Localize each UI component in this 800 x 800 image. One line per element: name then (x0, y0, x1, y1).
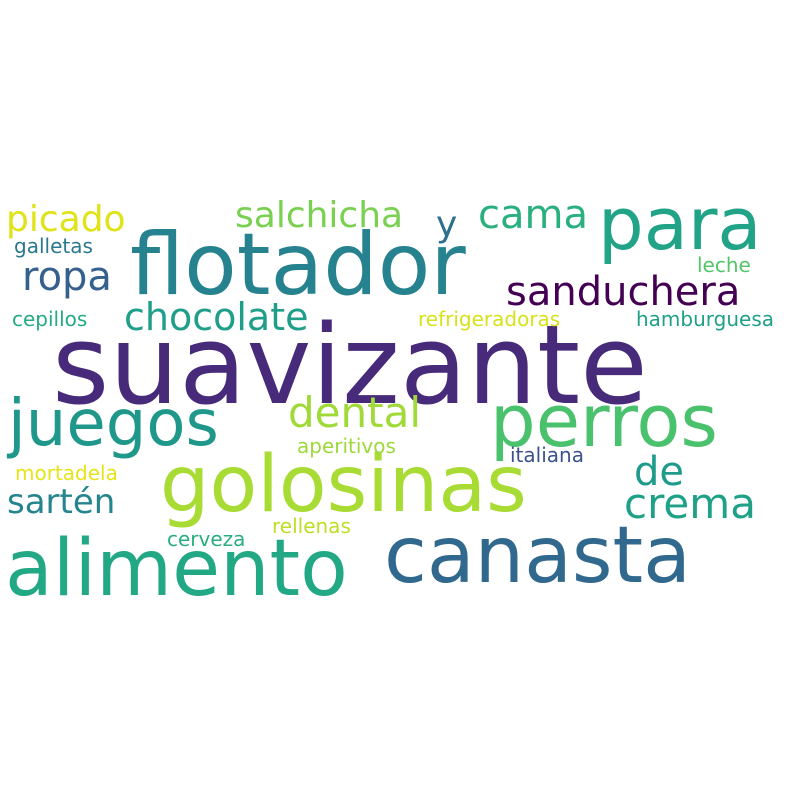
word-canasta: canasta (384, 511, 691, 601)
word-y: y (436, 204, 458, 245)
word-mortadela: mortadela (15, 461, 118, 485)
word-chocolate: chocolate (124, 295, 309, 339)
word-hamburguesa: hamburguesa (636, 307, 775, 331)
word-para: para (598, 182, 762, 266)
word-picado: picado (6, 199, 126, 240)
word-cama: cama (478, 192, 588, 238)
word-salchicha: salchicha (235, 195, 404, 236)
word-rellenas: rellenas (272, 514, 351, 538)
word-cerveza: cerveza (167, 527, 246, 551)
word-aperitivos: aperitivos (297, 434, 396, 458)
word-sanduchera: sanduchera (506, 269, 741, 315)
word-juegos: juegos (8, 387, 219, 461)
word-italiana: italiana (510, 443, 584, 467)
word-perros: perros (490, 379, 718, 463)
word-suavizante: suavizante (52, 301, 648, 429)
word-sarten: sartén (7, 482, 116, 522)
word-galletas: galletas (14, 234, 93, 258)
word-ropa: ropa (22, 254, 112, 300)
word-dental: dental (288, 388, 421, 437)
word-de: de (634, 449, 684, 495)
word-flotador: flotador (130, 215, 466, 315)
word-alimento: alimento (5, 524, 348, 614)
word-crema: crema (624, 479, 756, 528)
word-golosinas: golosinas (160, 440, 527, 530)
word-cepillos: cepillos (12, 307, 88, 331)
word-leche: leche (697, 253, 751, 277)
word-refrigeradoras: refrigeradoras (418, 307, 561, 331)
